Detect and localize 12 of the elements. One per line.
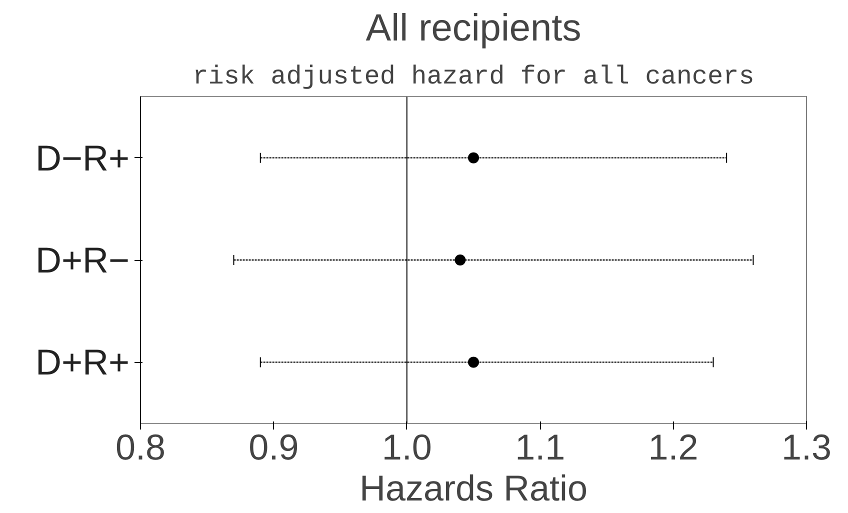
y-tick-label: D+R+ — [35, 342, 130, 383]
y-tick-label: D+R− — [35, 240, 130, 280]
chart-title: All recipients — [366, 8, 582, 50]
x-tick-label: 1.1 — [515, 426, 566, 468]
x-tick-label: 1.0 — [382, 426, 432, 468]
x-tick-label: 0.8 — [115, 426, 166, 468]
x-axis-title: Hazards Ratio — [359, 468, 588, 508]
y-tick-label: D−R+ — [35, 137, 130, 178]
x-tick-label: 1.2 — [648, 426, 698, 468]
x-tick-label: 1.3 — [781, 426, 832, 468]
chart-subtitle: risk adjusted hazard for all cancers — [192, 62, 754, 92]
x-tick-label: 0.9 — [248, 426, 299, 468]
